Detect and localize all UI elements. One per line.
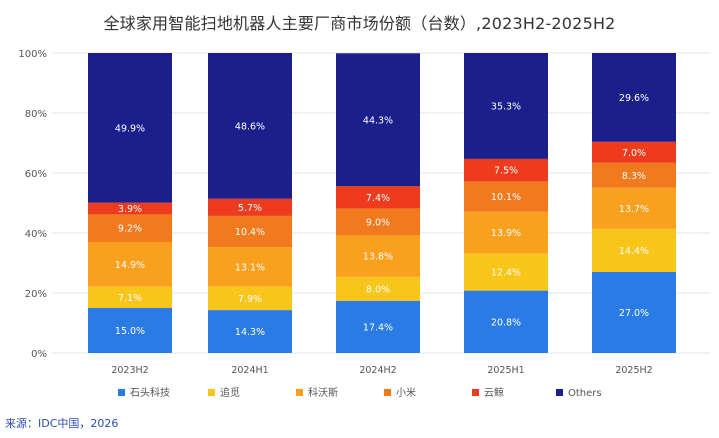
bar-segment: [88, 214, 172, 242]
bar-segment: [464, 253, 548, 291]
legend-label: 追觅: [220, 386, 240, 399]
data-label: 7.1%: [118, 293, 142, 304]
data-label: 7.5%: [494, 166, 518, 177]
bar-segment: [592, 141, 676, 163]
bar-segment: [208, 215, 292, 248]
data-label: 13.1%: [235, 262, 265, 273]
x-tick-label: 2025H1: [487, 365, 524, 376]
data-label: 14.3%: [235, 327, 265, 338]
bar-segment: [208, 286, 292, 311]
y-tick-label: 100%: [18, 49, 47, 60]
data-label: 20.8%: [491, 317, 521, 328]
data-label: 35.3%: [491, 101, 521, 112]
bar-segment: [592, 53, 676, 142]
data-label: 14.4%: [619, 246, 649, 257]
data-label: 3.9%: [118, 204, 142, 215]
bar-segment: [88, 202, 172, 215]
bar-segment: [336, 235, 420, 277]
y-tick-label: 80%: [25, 109, 47, 120]
data-label: 8.0%: [366, 284, 390, 295]
legend-label: 云鲸: [484, 386, 504, 399]
bar-segment: [336, 53, 420, 187]
legend-label: 科沃斯: [308, 386, 338, 399]
bar-segment: [88, 308, 172, 353]
bar-segment: [464, 211, 548, 254]
data-label: 12.4%: [491, 268, 521, 279]
legend-swatch: [118, 389, 125, 396]
data-label: 13.8%: [363, 252, 393, 263]
legend-swatch: [296, 389, 303, 396]
bar-segment: [208, 247, 292, 287]
bar-segment: [464, 53, 548, 159]
bar-segment: [592, 187, 676, 229]
bar-segment: [208, 310, 292, 353]
legend-swatch: [556, 389, 563, 396]
bar-segment: [592, 228, 676, 272]
data-label: 9.2%: [118, 224, 142, 235]
data-label: 10.1%: [491, 192, 521, 203]
y-tick-label: 20%: [25, 289, 47, 300]
y-tick-label: 0%: [31, 349, 47, 360]
data-label: 10.4%: [235, 227, 265, 238]
data-label: 44.3%: [363, 115, 393, 126]
data-label: 27.0%: [619, 308, 649, 319]
bar-segment: [88, 53, 172, 203]
data-label: 17.4%: [363, 322, 393, 333]
x-tick-label: 2024H1: [231, 365, 268, 376]
bar-segment: [208, 53, 292, 199]
legend: 石头科技 追觅 科沃斯 小米 云鲸 Others: [118, 386, 602, 399]
legend-label: 石头科技: [130, 386, 170, 399]
bar-segment: [464, 290, 548, 353]
data-label: 13.9%: [491, 228, 521, 239]
data-labels-layer: 15.0% 7.1% 14.9% 9.2% 3.9% 49.9% 14.3% 7.9% 13.1…: [115, 93, 649, 338]
axis-layer: 0% 20% 40% 60% 80% 100% 2023H2 2024H1 2024H2 2025…: [18, 49, 652, 376]
bar-segment: [336, 186, 420, 209]
data-label: 15.0%: [115, 326, 145, 337]
data-label: 7.0%: [622, 148, 646, 159]
bar-segment: [464, 181, 548, 212]
data-label: 5.7%: [238, 203, 262, 214]
data-label: 13.7%: [619, 204, 649, 215]
y-tick-label: 60%: [25, 169, 47, 180]
legend-swatch: [384, 389, 391, 396]
bar-segment: [88, 286, 172, 308]
chart-title: 全球家用智能扫地机器人主要厂商市场份额（台数）,2023H2-2025H2: [103, 14, 616, 33]
bar-segment: [88, 242, 172, 287]
bar-segment: [592, 272, 676, 353]
bar-segment: [336, 300, 420, 353]
source-note: 来源：IDC中国，2026: [5, 417, 119, 430]
bar-segment: [208, 198, 292, 216]
data-label: 49.9%: [115, 123, 145, 134]
legend-label: 小米: [396, 386, 416, 399]
legend-swatch: [472, 389, 479, 396]
bar-segment: [336, 208, 420, 236]
bar-segment: [464, 158, 548, 182]
data-label: 8.3%: [622, 171, 646, 182]
x-tick-label: 2025H2: [615, 365, 652, 376]
y-tick-label: 40%: [25, 229, 47, 240]
x-tick-label: 2024H2: [359, 365, 396, 376]
data-label: 7.9%: [238, 294, 262, 305]
bar-segment: [336, 276, 420, 301]
bars-layer: [88, 53, 676, 353]
legend-swatch: [208, 389, 215, 396]
bar-segment: [592, 162, 676, 188]
data-label: 48.6%: [235, 121, 265, 132]
x-tick-label: 2023H2: [111, 365, 148, 376]
data-label: 9.0%: [366, 217, 390, 228]
data-label: 14.9%: [115, 260, 145, 271]
legend-label: Others: [568, 388, 602, 399]
data-label: 7.4%: [366, 193, 390, 204]
data-label: 29.6%: [619, 93, 649, 104]
